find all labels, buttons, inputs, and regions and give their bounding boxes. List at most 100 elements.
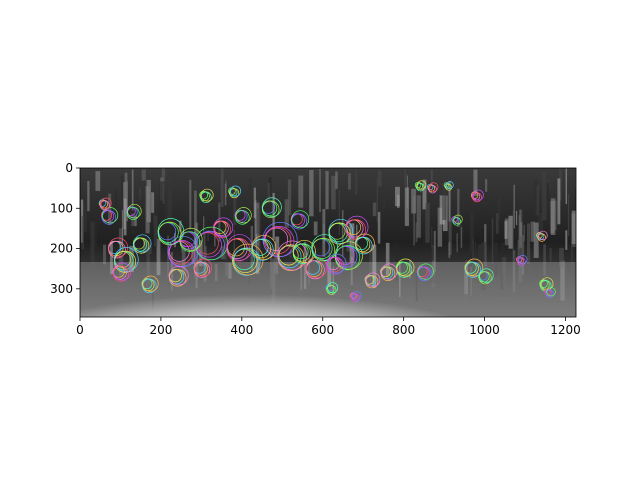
keypoint-circle xyxy=(102,207,119,224)
keypoint-circle xyxy=(396,258,415,277)
tree-stroke xyxy=(471,238,475,273)
keypoint-circle xyxy=(451,216,460,225)
keypoint-circle xyxy=(168,240,196,268)
tree-stroke xyxy=(523,224,525,242)
keypoint-circle xyxy=(179,227,203,251)
tree-stroke xyxy=(547,176,551,191)
keypoint-circle xyxy=(381,263,398,280)
keypoint-circle xyxy=(417,263,434,280)
keypoint-circle xyxy=(452,217,462,226)
x-tick-label: 400 xyxy=(230,323,253,337)
x-axis: 0 200 400 600 800 1000 1200 xyxy=(76,317,581,337)
keypoint-circle xyxy=(427,184,436,192)
tree-stroke xyxy=(207,229,209,242)
axes-frame xyxy=(79,167,577,318)
keypoint-circle xyxy=(100,197,112,209)
tree-stroke xyxy=(406,175,408,209)
tree-stroke xyxy=(149,243,152,254)
tree-stroke xyxy=(422,179,427,210)
tree-stroke xyxy=(349,223,355,263)
tree-stroke xyxy=(559,247,564,268)
keypoint-circle xyxy=(194,258,213,277)
keypoint-circle xyxy=(350,293,359,301)
keypoint-circle xyxy=(291,210,310,229)
tree-stroke xyxy=(377,211,381,244)
keypoint-circle xyxy=(133,237,150,254)
keypoint-circle xyxy=(364,274,375,285)
keypoint-circle xyxy=(142,278,157,294)
keypoint-circle xyxy=(200,191,212,203)
tree-stroke xyxy=(439,195,445,225)
tree-stroke xyxy=(348,173,351,190)
keypoint-circle xyxy=(232,248,258,273)
tree-stroke xyxy=(518,235,523,283)
tree-stroke xyxy=(565,168,567,204)
tree-stroke xyxy=(534,179,539,217)
tree-stroke xyxy=(341,210,344,257)
keypoint-circle xyxy=(545,289,553,297)
keypoint-circle xyxy=(169,265,189,286)
tree-stroke xyxy=(267,182,271,203)
keypoint-circle xyxy=(429,182,439,192)
keypoint-circle xyxy=(262,197,282,217)
keypoint-circle xyxy=(108,240,126,259)
tree-stroke xyxy=(298,175,304,208)
tree-stroke xyxy=(550,200,555,234)
keypoint-circle xyxy=(479,268,494,283)
keypoint-circle xyxy=(415,182,423,190)
tree-stroke xyxy=(81,215,84,250)
tree-stroke xyxy=(121,174,123,197)
tree-stroke xyxy=(223,229,227,260)
keypoint-circle xyxy=(168,269,187,287)
tree-stroke xyxy=(179,220,182,232)
keypoint-circle xyxy=(355,233,375,254)
tree-stroke xyxy=(448,242,451,259)
keypoint-circle xyxy=(334,241,363,270)
tree-stroke xyxy=(494,242,499,277)
tree-stroke xyxy=(504,220,508,239)
tree-stroke xyxy=(331,175,336,210)
keypoint-circle xyxy=(516,256,525,265)
tree-stroke xyxy=(167,173,173,222)
keypoint-circle xyxy=(228,187,238,197)
tree-stroke xyxy=(123,198,127,236)
tree-stroke xyxy=(189,179,192,230)
keypoint-circle xyxy=(194,261,210,278)
tree-stroke xyxy=(538,212,544,241)
keypoint-circle xyxy=(99,200,110,211)
keypoint-circle xyxy=(365,275,379,289)
tree-stroke xyxy=(495,213,499,234)
tree-stroke xyxy=(194,190,197,236)
tree-stroke xyxy=(485,179,488,192)
keypoint-circle xyxy=(351,293,360,303)
tree-stroke xyxy=(460,227,463,248)
tree-stroke xyxy=(338,190,341,236)
keypoint-circle xyxy=(472,192,482,203)
tree-stroke xyxy=(549,248,552,262)
tree-stroke xyxy=(319,168,321,213)
x-tick-label: 800 xyxy=(392,323,415,337)
tree-stroke xyxy=(131,169,134,211)
tree-stroke xyxy=(224,183,227,206)
tree-stroke xyxy=(126,181,128,222)
tree-stroke xyxy=(431,226,433,248)
tree-stroke xyxy=(448,181,451,222)
tree-stroke xyxy=(512,250,516,292)
keypoint-circle xyxy=(99,199,109,209)
tree-stroke xyxy=(322,208,326,257)
keypoint-circle xyxy=(127,203,142,219)
tree-stroke xyxy=(437,207,443,247)
tree-stroke xyxy=(515,210,518,226)
tree-stroke xyxy=(469,210,474,252)
tree-stroke xyxy=(143,240,148,253)
x-tick-label: 200 xyxy=(149,323,172,337)
tree-stroke xyxy=(520,202,523,223)
tree-stroke xyxy=(376,178,378,222)
tree-stroke xyxy=(571,210,576,244)
keypoint-circle xyxy=(517,257,526,266)
tree-stroke xyxy=(529,248,531,277)
tree-stroke xyxy=(248,178,253,196)
keypoint-circle xyxy=(199,190,208,200)
keypoint-circle xyxy=(235,207,252,224)
keypoint-circle xyxy=(465,261,481,278)
